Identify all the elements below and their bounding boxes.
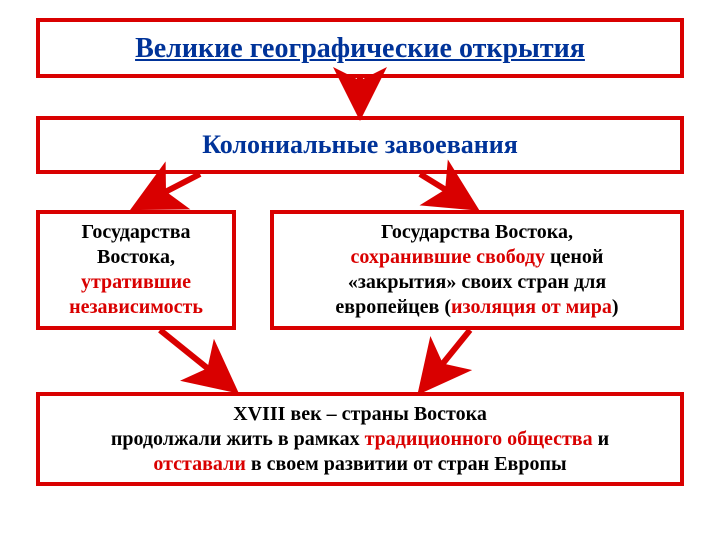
arrow-2: [138, 174, 200, 206]
arrow-3: [420, 174, 472, 206]
arrows-layer: [0, 0, 720, 540]
arrow-4: [160, 330, 232, 388]
arrow-5: [423, 330, 470, 388]
